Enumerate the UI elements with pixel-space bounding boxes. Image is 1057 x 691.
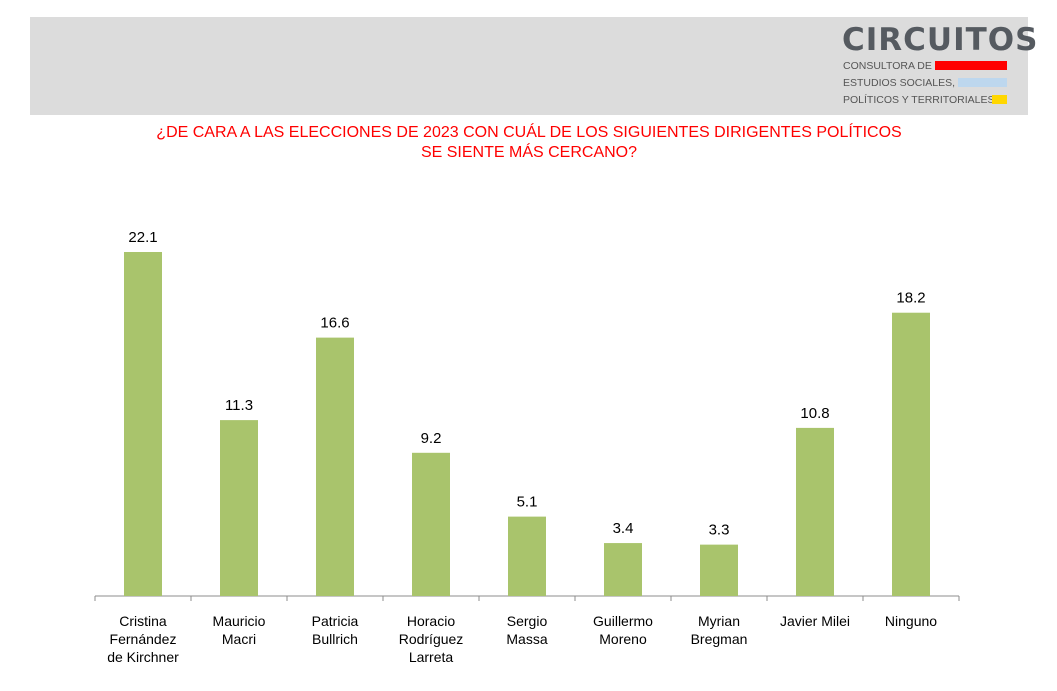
x-tick-label-line: Horacio — [406, 613, 456, 629]
bar-value-label: 3.4 — [613, 520, 634, 537]
header-band — [30, 17, 1028, 115]
x-tick-label-line: Massa — [506, 631, 548, 647]
logo-wordmark: CIRCUITOS — [842, 22, 1039, 58]
x-tick-label-line: Bregman — [690, 631, 748, 647]
chart-title: ¿DE CARA A LAS ELECCIONES DE 2023 CON CU… — [30, 123, 1028, 163]
x-tick-label-line: Ninguno — [884, 613, 938, 629]
x-tick-label-line: Cristina — [119, 613, 167, 629]
x-tick-label-line: Myrian — [697, 613, 740, 629]
x-tick-label-line: de Kirchner — [107, 649, 179, 665]
x-tick-label-line: Moreno — [599, 631, 647, 647]
bar — [412, 452, 450, 596]
bar-value-label: 18.2 — [896, 290, 925, 307]
x-tick-label: Sergio Massa — [479, 612, 575, 648]
company-logo: CIRCUITOS CONSULTORA DE ESTUDIOS SOCIALE… — [840, 22, 1037, 108]
x-tick-label-line: Javier Milei — [779, 613, 850, 629]
bar-value-label: 9.2 — [421, 430, 442, 447]
chart-title-line-2: SE SIENTE MÁS CERCANO? — [420, 144, 638, 161]
x-tick-label-line: Guillermo — [593, 613, 653, 629]
logo-red-bar — [935, 61, 1007, 70]
x-tick-label-line: Fernández — [109, 631, 177, 647]
x-tick-label-line: Sergio — [506, 613, 548, 629]
x-tick-label-line: Larreta — [408, 649, 454, 665]
x-tick-label-line: Mauricio — [212, 613, 266, 629]
bar — [124, 252, 162, 596]
bar — [604, 543, 642, 596]
x-tick-label: Mauricio Macri — [191, 612, 287, 648]
x-tick-label-line: Bullrich — [312, 631, 358, 647]
bar-value-label: 10.8 — [800, 405, 829, 422]
logo-blue-bar — [958, 78, 1007, 87]
bar-value-label: 16.6 — [320, 315, 349, 332]
logo-yellow-bar — [992, 95, 1007, 104]
x-tick-label: Cristina Fernández de Kirchner — [95, 612, 191, 666]
logo-line-1: CONSULTORA DE — [843, 60, 932, 72]
x-tick-label: Myrian Bregman — [671, 612, 767, 648]
chart-title-line-1: ¿DE CARA A LAS ELECCIONES DE 2023 CON CU… — [156, 124, 902, 141]
x-tick-label: Patricia Bullrich — [287, 612, 383, 648]
bar — [796, 427, 834, 596]
x-tick-label: Horacio Rodríguez Larreta — [383, 612, 479, 666]
bar-value-label: 11.3 — [225, 397, 253, 414]
logo-line-2: ESTUDIOS SOCIALES, — [843, 77, 956, 89]
bar — [220, 420, 258, 596]
x-tick-label-line: Patricia — [311, 613, 359, 629]
bar — [700, 544, 738, 596]
x-tick-label: Guillermo Moreno — [575, 612, 671, 648]
bar-value-label: 22.1 — [128, 229, 157, 246]
logo-line-3: POLÍTICOS Y TERRITORIALES — [843, 94, 995, 106]
bar — [508, 516, 546, 596]
bar-value-label: 5.1 — [517, 494, 538, 511]
x-tick-label: Ninguno — [863, 612, 959, 630]
bar — [316, 337, 354, 596]
x-tick-label-line: Rodríguez — [398, 631, 464, 647]
bar — [892, 312, 930, 596]
x-tick-label-line: Macri — [221, 631, 257, 647]
bar-value-label: 3.3 — [709, 522, 730, 539]
x-tick-label: Javier Milei — [767, 612, 863, 630]
